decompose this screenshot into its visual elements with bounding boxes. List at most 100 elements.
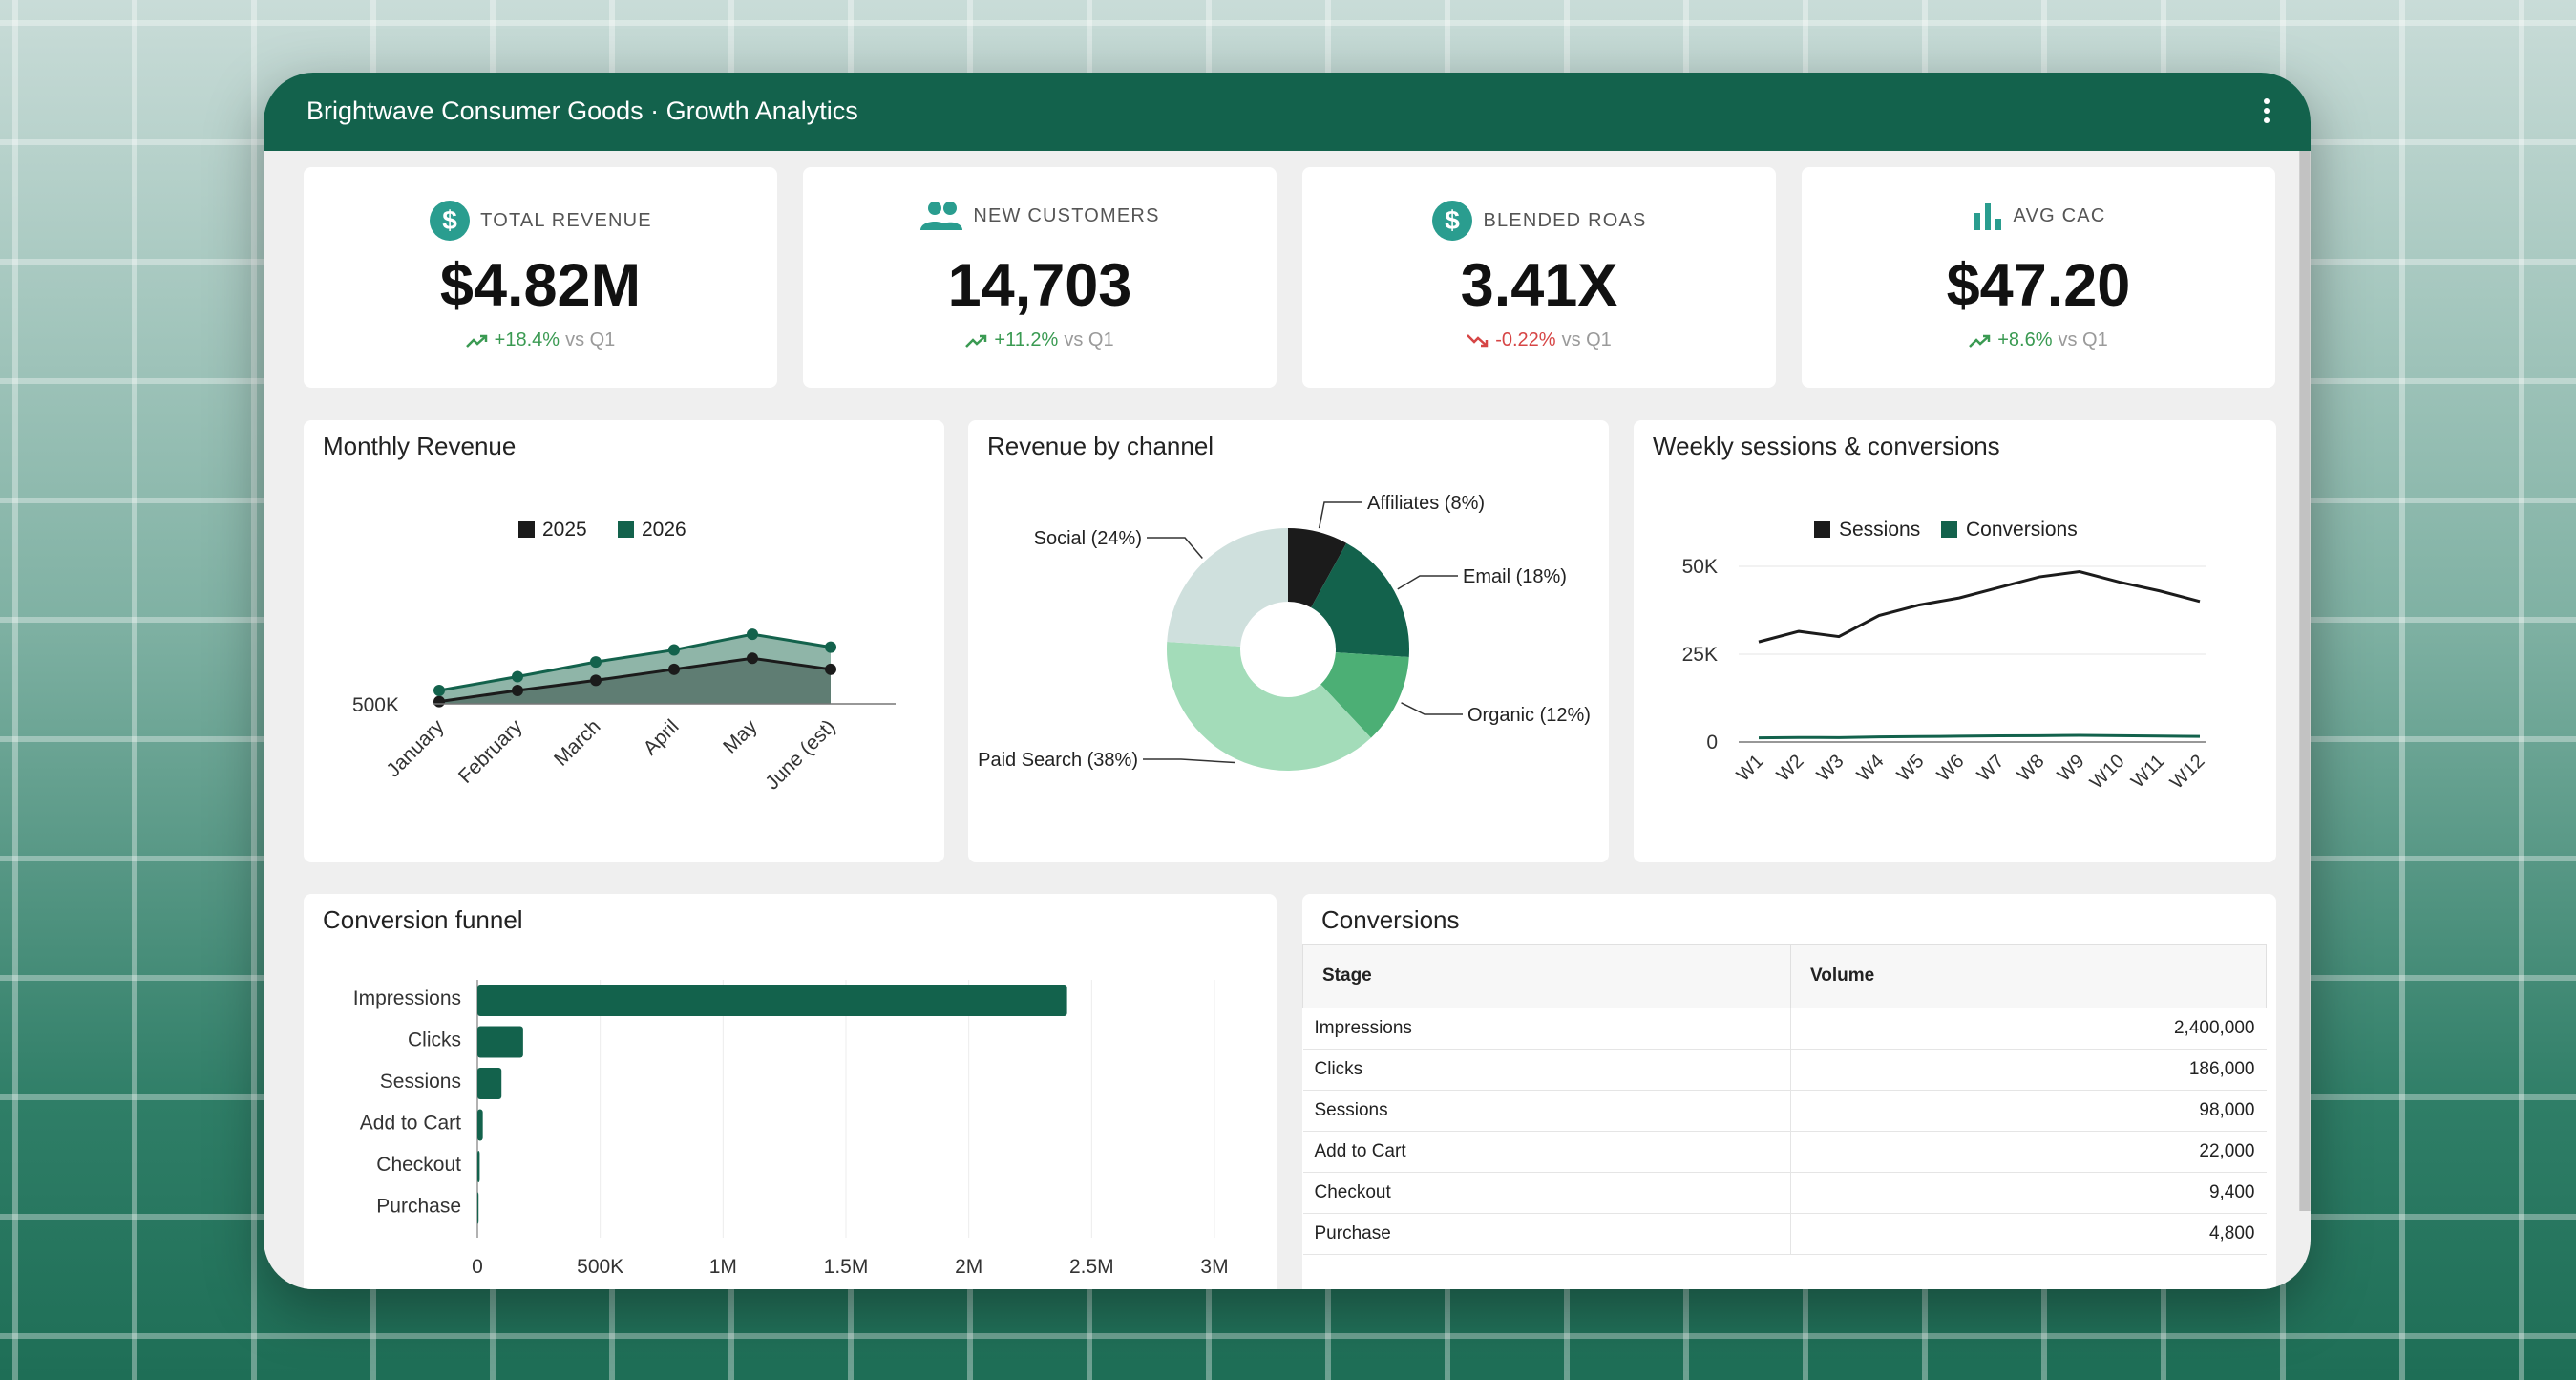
kpi-compare: vs Q1 — [2058, 329, 2108, 350]
pie-slice — [1311, 542, 1409, 657]
weekly-sessions-card: Weekly sessions & conversions Sessions Co… — [1634, 420, 2276, 862]
legend-label: 2025 — [542, 519, 587, 541]
x-tick-label: June (est) — [761, 715, 839, 794]
line-series-Conversions — [1758, 733, 2201, 740]
scrollbar-thumb[interactable] — [2300, 151, 2310, 1211]
data-point — [747, 652, 758, 665]
table-row[interactable]: Clicks 186,000 — [1302, 1049, 2267, 1091]
y-tick-label: 0 — [1706, 732, 1718, 754]
pie-leader-line — [1397, 575, 1458, 590]
table-row[interactable]: Checkout 9,400 — [1302, 1172, 2267, 1214]
pie-label: Social (24%) — [1034, 528, 1142, 549]
legend-label: 2026 — [642, 519, 686, 541]
data-point — [825, 663, 836, 675]
x-tick-label: 2M — [955, 1256, 982, 1278]
conversions-table-card: Conversions Stage Volume Impressions 2,40… — [1302, 894, 2276, 1289]
kpi-card-blended-roas: $ BLENDED ROAS 3.41X -0.22% vs Q1 — [1302, 167, 1776, 388]
table-row[interactable]: Purchase 4,800 — [1302, 1213, 2267, 1255]
more-vert-icon[interactable] — [2261, 96, 2272, 128]
data-point — [668, 644, 680, 656]
kpi-label: AVG CAC — [2013, 204, 2106, 226]
trending-up-icon — [465, 334, 487, 348]
column-header-volume[interactable]: Volume — [1790, 944, 2267, 1008]
trending-down-icon — [1467, 333, 1489, 347]
pie-label: Organic (12%) — [1467, 705, 1591, 726]
x-tick-label: W6 — [1933, 751, 1969, 786]
kpi-value: 3.41X — [1460, 252, 1618, 319]
stage-cell: Purchase — [1302, 1213, 1791, 1255]
pie-slice — [1167, 528, 1288, 647]
table-row[interactable]: Add to Cart 22,000 — [1302, 1131, 2267, 1173]
data-point — [747, 628, 758, 641]
kpi-delta: +11.2% — [994, 329, 1059, 350]
pie-label: Affiliates (8%) — [1367, 493, 1485, 514]
x-tick-label: 1.5M — [824, 1256, 869, 1278]
x-tick-label: W9 — [2054, 751, 2089, 786]
y-category-label: Checkout — [376, 1154, 461, 1176]
volume-cell: 9,400 — [1790, 1172, 2267, 1214]
trending-up-icon — [1969, 334, 1991, 348]
volume-cell: 4,800 — [1790, 1213, 2267, 1255]
stage-cell: Sessions — [1302, 1090, 1791, 1132]
x-tick-label: May — [719, 715, 762, 758]
stage-cell: Add to Cart — [1302, 1131, 1791, 1173]
y-category-label: Add to Cart — [360, 1113, 461, 1135]
x-tick-label: W3 — [1813, 751, 1848, 786]
funnel-bar — [477, 1192, 479, 1224]
x-tick-label: 1M — [709, 1256, 737, 1278]
kpi-card-new-customers: NEW CUSTOMERS 14,703 +11.2% vs Q1 — [803, 167, 1277, 388]
conversions-table: Stage Volume Impressions 2,400,000 Clicks… — [1302, 944, 2267, 1255]
data-point — [433, 685, 445, 697]
data-point — [512, 670, 523, 683]
conversion-funnel-chart: 0 500K 1M 1.5M 2M 2.5M 3M Impressions Clicks Sess… — [353, 980, 1229, 1278]
volume-cell: 186,000 — [1790, 1049, 2267, 1091]
dollar-circle-icon: $ — [1432, 201, 1473, 241]
x-tick-label: January — [382, 715, 448, 781]
legend-swatch — [1814, 521, 1830, 538]
monthly-revenue-card: Monthly Revenue 2025 2026 500K January Febru… — [304, 420, 944, 862]
funnel-bar — [477, 1068, 502, 1099]
data-point — [590, 674, 602, 687]
x-tick-label: W12 — [2166, 751, 2209, 794]
trending-up-icon — [965, 334, 987, 348]
kpi-delta: +18.4% — [494, 329, 560, 350]
x-tick-label: W1 — [1733, 751, 1768, 786]
x-tick-label: February — [454, 715, 527, 788]
dollar-circle-icon: $ — [430, 201, 471, 241]
volume-cell: 22,000 — [1790, 1131, 2267, 1173]
table-header-row: Stage Volume — [1302, 944, 2267, 1008]
line-series-2026 — [438, 632, 832, 692]
kpi-compare: vs Q1 — [1561, 329, 1612, 350]
column-header-stage[interactable]: Stage — [1302, 944, 1791, 1008]
funnel-bar — [477, 985, 1067, 1016]
table-row[interactable]: Sessions 98,000 — [1302, 1090, 2267, 1132]
x-tick-label: 0 — [472, 1256, 483, 1278]
conversion-funnel-card: Conversion funnel 0 500K 1M 1.5M 2M 2.5M 3M Imp… — [304, 894, 1277, 1289]
x-tick-label: 3M — [1200, 1256, 1228, 1278]
kpi-compare: vs Q1 — [565, 329, 616, 350]
svg-text:$: $ — [442, 205, 457, 235]
kpi-label: TOTAL REVENUE — [480, 209, 652, 231]
y-category-label: Purchase — [376, 1196, 461, 1218]
x-tick-label: 2.5M — [1069, 1256, 1114, 1278]
funnel-bar — [477, 1109, 483, 1141]
x-tick-label: W5 — [1893, 751, 1929, 786]
kpi-card-total-revenue: $ TOTAL REVENUE $4.82M +18.4% vs Q1 — [304, 167, 777, 388]
x-tick-label: March — [550, 715, 605, 771]
panel-title: Weekly sessions & conversions — [1653, 432, 2000, 460]
x-tick-label: W11 — [2127, 751, 2169, 793]
svg-text:$: $ — [1446, 205, 1461, 235]
scrollbar[interactable] — [2299, 151, 2311, 1211]
data-point — [433, 695, 445, 708]
pie-slice — [1320, 652, 1409, 738]
people-icon — [920, 202, 963, 230]
revenue-by-channel-chart: Affiliates (8%) Email (18%) Organic (12%) P… — [978, 493, 1591, 771]
kpi-value: $47.20 — [1946, 252, 2131, 319]
pie-slice — [1288, 528, 1347, 608]
funnel-bar — [477, 1151, 480, 1182]
y-category-label: Clicks — [408, 1030, 461, 1051]
x-tick-label: April — [640, 715, 684, 759]
panel-title: Conversion funnel — [323, 905, 523, 934]
data-point — [825, 641, 836, 653]
table-row[interactable]: Impressions 2,400,000 — [1302, 1008, 2267, 1050]
